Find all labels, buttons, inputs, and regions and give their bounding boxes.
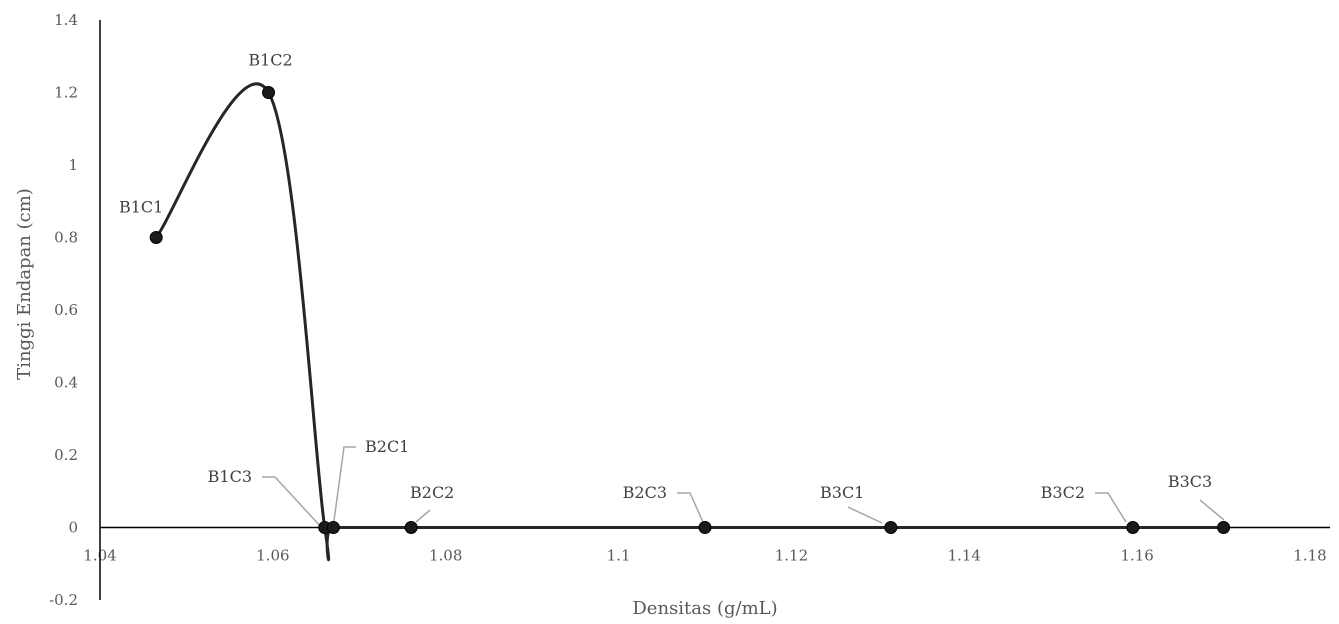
x-tick-label: 1.14 xyxy=(948,547,981,565)
data-label: B2C3 xyxy=(623,483,667,502)
data-label: B3C3 xyxy=(1168,472,1212,491)
x-tick-label: 1.1 xyxy=(607,547,631,565)
data-label: B2C2 xyxy=(410,483,454,502)
y-tick-label: 0 xyxy=(68,519,78,537)
y-tick-label: 1.2 xyxy=(54,84,78,102)
data-point xyxy=(1126,521,1140,534)
data-label: B1C3 xyxy=(208,467,252,486)
x-tick-label: 1.08 xyxy=(429,547,462,565)
y-axis-title: Tinggi Endapan (cm) xyxy=(14,188,35,380)
x-tick-label: 1.16 xyxy=(1120,547,1153,565)
y-tick-label: 1.4 xyxy=(54,11,78,29)
y-tick-label: 0.8 xyxy=(54,229,78,247)
data-point xyxy=(262,86,276,99)
data-label: B3C2 xyxy=(1041,483,1085,502)
leader-line xyxy=(332,446,356,529)
leader-line xyxy=(1095,492,1127,523)
leader-line xyxy=(1199,499,1225,521)
y-tick-label: 0.4 xyxy=(54,374,78,392)
data-point xyxy=(404,521,418,534)
data-point xyxy=(884,521,898,534)
data-point xyxy=(326,521,340,534)
data-label: B1C1 xyxy=(119,198,163,217)
y-tick-label: 0.2 xyxy=(54,446,78,464)
x-axis-title: Densitas (g/mL) xyxy=(632,598,777,619)
leader-lines xyxy=(262,446,1225,529)
series-line xyxy=(154,82,1224,562)
y-tick-label: 1 xyxy=(68,156,78,174)
y-tick-label: 0.6 xyxy=(54,301,78,319)
x-tick-label: 1.12 xyxy=(775,547,808,565)
leader-line xyxy=(262,476,323,529)
data-point xyxy=(149,231,163,244)
leader-line xyxy=(677,492,704,523)
x-tick-label: 1.18 xyxy=(1293,547,1326,565)
data-label: B1C2 xyxy=(248,51,292,70)
data-label: B3C1 xyxy=(820,483,864,502)
y-tick-label: -0.2 xyxy=(49,591,78,609)
x-tick-label: 1.06 xyxy=(256,547,289,565)
leader-line xyxy=(847,506,883,524)
data-label: B2C1 xyxy=(365,437,409,456)
data-point xyxy=(1217,521,1231,534)
leader-line xyxy=(415,509,431,523)
data-labels: B1C1 B1C2 B1C3 B2C1 B2C2 B2C3 B3C1 B3C2 B3C3 xyxy=(119,51,1212,503)
tick-labels: -0.200.20.40.60.811.21.41.04 1.06 1.08 1.1 1… xyxy=(49,11,1327,609)
data-point xyxy=(698,521,712,534)
axes xyxy=(99,20,1330,600)
data-points xyxy=(149,86,1231,534)
